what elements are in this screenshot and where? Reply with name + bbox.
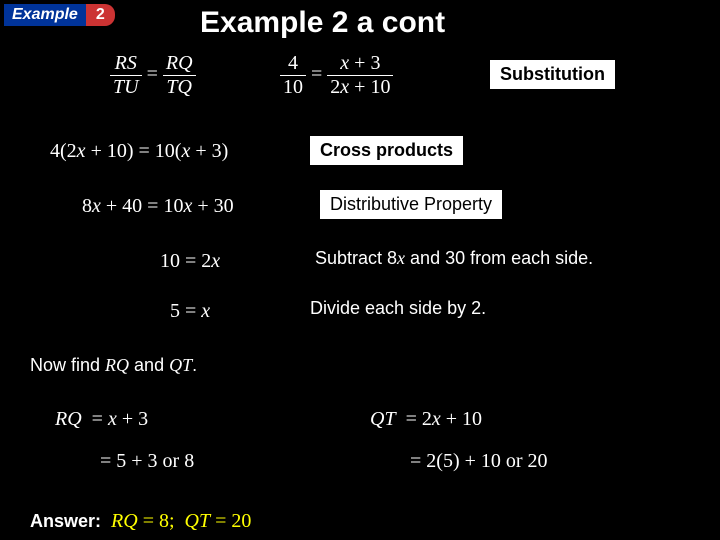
badge-label: Example	[4, 4, 86, 26]
answer-label: Answer:	[30, 511, 101, 532]
label-substitution: Substitution	[490, 60, 615, 89]
equation-subtract: 10 = 2x	[160, 250, 220, 273]
equation-substitution-b: 410 = x + 32x + 10	[280, 52, 393, 99]
label-divide: Divide each side by 2.	[310, 298, 486, 319]
now-find-text: Now find RQ and QT.	[30, 355, 197, 376]
equation-divide: 5 = x	[170, 300, 210, 323]
equation-distributive: 8x + 40 = 10x + 30	[82, 195, 234, 218]
page-title: Example 2 a cont	[200, 6, 445, 40]
qt-line2: = 2(5) + 10 or 20	[410, 450, 548, 473]
rq-line1: RQ = x + 3	[55, 408, 148, 431]
answer-value: RQ = 8; QT = 20	[111, 510, 251, 533]
equation-substitution-a: RSTU = RQTQ	[110, 52, 196, 99]
equation-cross-products: 4(2x + 10) = 10(x + 3)	[50, 140, 228, 163]
example-badge: Example 2	[4, 4, 115, 26]
label-subtract: Subtract 8x and 30 from each side.	[315, 248, 593, 269]
rq-line2: = 5 + 3 or 8	[100, 450, 194, 473]
qt-line1: QT = 2x + 10	[370, 408, 482, 431]
label-cross-products: Cross products	[310, 136, 463, 165]
badge-number: 2	[86, 4, 115, 26]
label-distributive: Distributive Property	[320, 190, 502, 219]
answer-row: Answer: RQ = 8; QT = 20	[30, 510, 251, 533]
